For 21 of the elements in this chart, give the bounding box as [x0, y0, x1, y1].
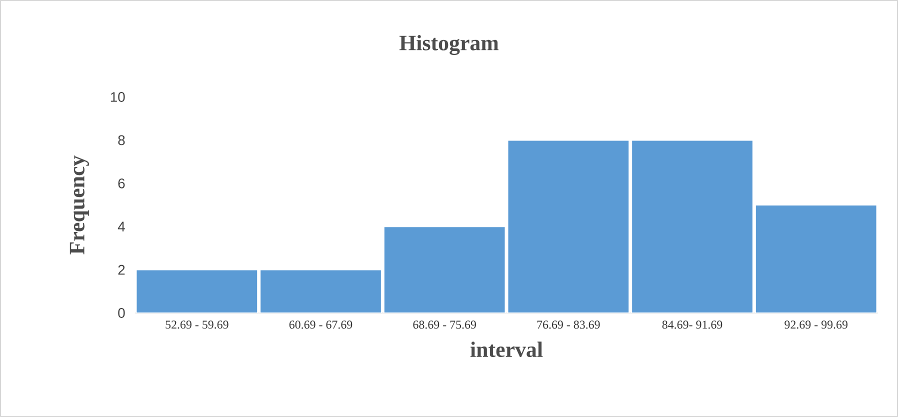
- x-tick-label: 60.69 - 67.69: [289, 320, 352, 329]
- bar: [136, 269, 258, 313]
- x-tick-label: 84.69- 91.69: [662, 320, 722, 329]
- y-tick-label: 4: [118, 222, 125, 232]
- bar: [383, 226, 506, 313]
- x-tick-label: 76.69 - 83.69: [537, 320, 600, 329]
- y-axis-title: Frequency: [70, 155, 90, 254]
- bar: [631, 140, 754, 313]
- x-axis-title: interval: [470, 342, 543, 358]
- y-tick-label: 0: [118, 308, 125, 318]
- bar: [754, 204, 878, 313]
- bar: [507, 140, 630, 313]
- bar: [260, 269, 382, 313]
- y-tick-label: 2: [118, 264, 125, 275]
- x-tick-label: 92.69 - 99.69: [784, 320, 848, 329]
- chart-title: Histogram: [399, 34, 499, 56]
- x-tick-label: 52.69 - 59.69: [166, 320, 228, 329]
- y-tick-label: 8: [118, 135, 125, 146]
- y-tick-label: 10: [110, 92, 125, 102]
- y-tick-label: 6: [118, 178, 125, 188]
- x-tick-label: 68.69 - 75.69: [413, 320, 476, 329]
